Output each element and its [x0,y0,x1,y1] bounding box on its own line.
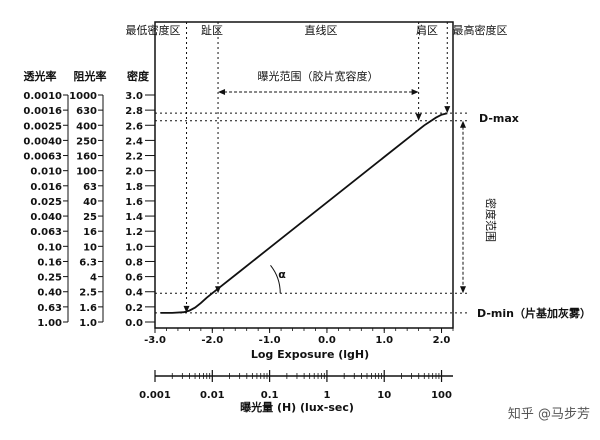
table-row-density: 1.2 [125,227,143,238]
table-row-opacity: 1000 [69,91,97,102]
exposure-h-axis-label: 曝光量 (H) (lux-sec) [240,400,354,414]
table-row-transmittance: 1.00 [37,318,62,329]
zone-shoulder-label: 肩区 [416,23,438,37]
h-tick-label: 0.001 [139,390,171,401]
table-row-opacity: 400 [76,121,97,132]
table-row-opacity: 40 [83,197,97,208]
table-row-density: 1.6 [125,197,143,208]
toe-start-divider-arrowhead [183,305,190,313]
table-row-transmittance: 0.63 [37,303,62,314]
alpha-label: α [278,268,286,281]
table-row-density: 2.8 [125,106,143,117]
density-range-arrow [460,120,466,294]
table-row-opacity: 4 [90,273,97,284]
table-row-transmittance: 0.0025 [23,121,62,132]
table-row-transmittance: 0.040 [30,212,62,223]
table-row-opacity: 16 [83,227,97,238]
exposure-h-axis: 0.001 0.01 0.1 1 10 100 [139,370,453,401]
table-row-opacity: 63 [83,182,97,193]
column-header-transmittance: 透光率 [24,69,57,83]
table-row-density: 0.2 [125,303,143,314]
conversion-table: 0.0010 1000 3.0 0.0016 630 2.8 0.0025 400 2.6 0.0… [23,91,155,329]
x-axis-label: Log Exposure (lgH) [251,348,369,361]
x-tick-label: -3.0 [144,335,166,346]
zone-linear-label: 直线区 [305,23,338,37]
d-max-label: D-max [479,112,519,125]
table-row-opacity: 630 [76,106,97,117]
density-arrowhead-top [460,120,466,128]
exposure-range-label: 曝光范围（胶片宽容度） [258,69,379,83]
reference-lines [155,22,470,314]
table-row-density: 0.6 [125,273,143,284]
plot-frame [154,21,454,329]
x-tick-label: 2.0 [433,335,451,346]
h-tick-label: 1 [323,390,330,401]
table-row-transmittance: 0.25 [37,273,62,284]
column-header-opacity: 阻光率 [74,69,107,83]
table-row-transmittance: 0.010 [30,167,62,178]
table-row-density: 0.0 [125,318,143,329]
table-row-transmittance: 0.0010 [23,91,62,102]
exposure-arrowhead-left [218,89,226,95]
characteristic-curve [160,112,448,314]
table-row-opacity: 2.5 [79,288,97,299]
h-tick-label: 10 [377,390,391,401]
table-row-transmittance: 0.016 [30,182,62,193]
table-row-density: 0.4 [125,288,143,299]
density-arrowhead-bottom [460,286,466,294]
density-range-label: 密度范围 [484,198,498,242]
zone-max-density-label: 最高密度区 [453,23,508,37]
table-row-opacity: 160 [76,152,97,163]
shoulder-start-divider-arrowhead [415,113,422,121]
table-row-transmittance: 0.063 [30,227,62,238]
table-row-opacity: 250 [76,136,97,147]
x-tick-label: 1.0 [375,335,393,346]
x-tick-label: -1.0 [259,335,281,346]
table-row-transmittance: 0.025 [30,197,62,208]
table-row-opacity: 1.6 [79,303,97,314]
d-min-label: D-min（片基加灰雾） [477,306,591,320]
x-axis-ticks: -3.0 -2.0 -1.0 0.0 1.0 2.0 [144,328,454,346]
table-row-density: 1.4 [125,212,143,223]
table-row-opacity: 1.0 [79,318,97,329]
x-tick-label: -2.0 [201,335,223,346]
table-row-transmittance: 0.40 [37,288,62,299]
table-row-transmittance: 0.0040 [23,136,62,147]
table-row-transmittance: 0.16 [37,257,62,268]
zone-toe-label: 趾区 [201,23,223,37]
table-row-opacity: 6.3 [79,257,97,268]
h-tick-label: 0.01 [200,390,225,401]
table-row-opacity: 25 [83,212,97,223]
exposure-arrowhead-right [411,89,419,95]
zone-min-density-label: 最低密度区 [126,23,181,37]
table-row-opacity: 10 [83,242,97,253]
table-row-density: 2.6 [125,121,143,132]
exposure-range-arrow [218,89,419,95]
table-row-transmittance: 0.0016 [23,106,62,117]
table-row-density: 1.0 [125,242,143,253]
table-row-opacity: 100 [76,167,97,178]
h-tick-label: 0.1 [261,390,279,401]
table-row-transmittance: 0.0063 [23,152,62,163]
x-tick-label: 0.0 [318,335,336,346]
table-row-density: 2.2 [125,152,143,163]
shoulder-end-divider-arrowhead [444,106,451,114]
h-tick-label: 100 [431,390,452,401]
table-row-transmittance: 0.10 [37,242,62,253]
alpha-angle-arc [270,264,281,294]
table-row-density: 1.8 [125,182,143,193]
table-row-density: 2.0 [125,167,143,178]
watermark-text: 知乎 @马步芳 [508,406,590,422]
column-header-density: 密度 [127,69,150,83]
table-row-density: 0.8 [125,257,143,268]
table-row-density: 3.0 [125,91,143,102]
table-row-density: 2.4 [125,136,143,147]
